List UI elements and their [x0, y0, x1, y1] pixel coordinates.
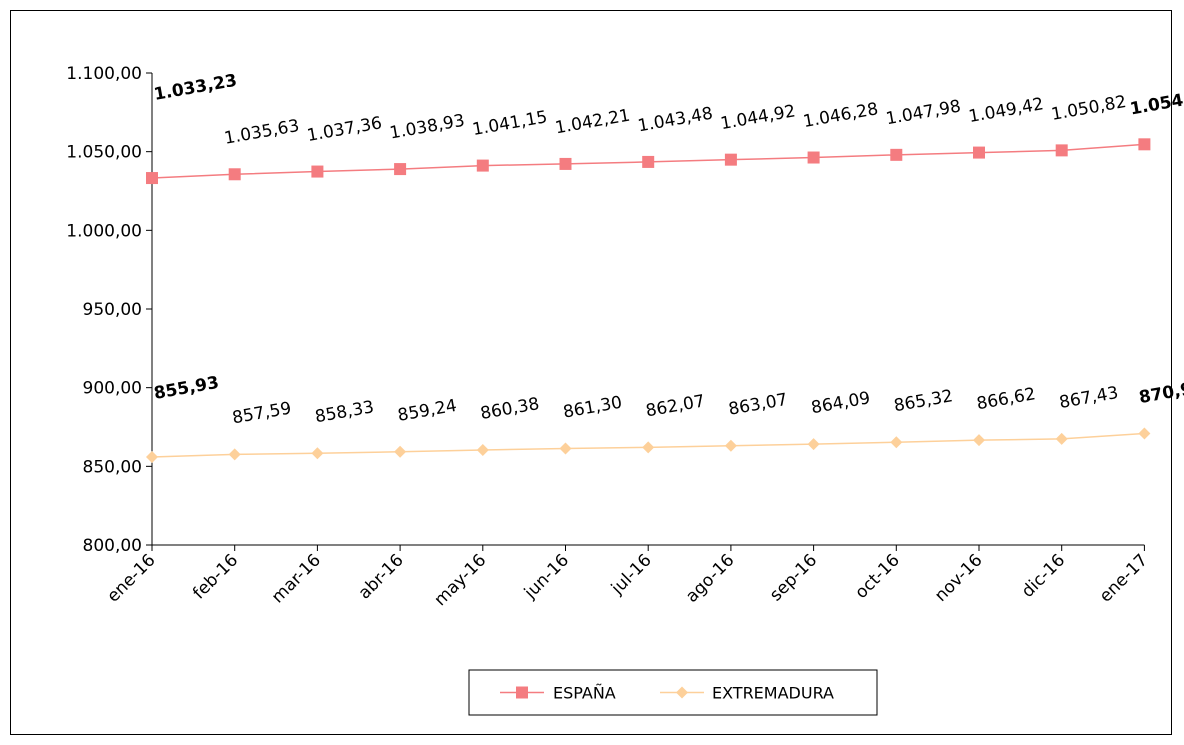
x-tick-label: abr-16	[355, 550, 408, 603]
data-point-espana	[146, 172, 158, 185]
legend-label-espana: ESPAÑA	[553, 684, 616, 703]
data-label-extremadura: 859,24	[396, 396, 458, 426]
data-label-espana: 1.038,93	[388, 111, 466, 144]
y-tick-label: 1.100,00	[66, 64, 142, 84]
data-point-espana	[311, 165, 324, 178]
x-tick-label: ene-16	[103, 550, 159, 606]
x-tick-label: jul-16	[607, 550, 656, 599]
x-tick-label: mar-16	[268, 550, 325, 607]
data-label-espana: 1.043,48	[636, 104, 714, 137]
data-label-espana: 1.037,36	[306, 113, 384, 146]
data-point-extremadura	[973, 434, 985, 447]
data-label-extremadura: 864,09	[810, 388, 872, 418]
data-label-espana: 1.041,15	[471, 107, 549, 140]
data-label-espana: 1.044,92	[719, 101, 797, 134]
y-tick-label: 1.000,00	[66, 221, 142, 241]
data-point-extremadura	[311, 447, 324, 460]
x-tick-label: oct-16	[851, 550, 903, 602]
legend-marker-extremadura	[676, 686, 688, 699]
data-label-espana: 1.054,67	[1128, 85, 1184, 119]
data-point-extremadura	[642, 441, 655, 454]
data-label-extremadura: 863,07	[727, 390, 789, 420]
data-label-extremadura: 862,07	[644, 391, 706, 421]
data-point-extremadura	[228, 448, 241, 461]
data-point-espana	[890, 148, 903, 161]
data-point-extremadura	[724, 439, 737, 452]
data-point-extremadura	[1055, 432, 1068, 445]
data-label-extremadura: 860,38	[479, 394, 541, 424]
x-tick-label: sep-16	[766, 550, 821, 605]
y-tick-label: 800,00	[83, 536, 142, 556]
y-tick-label: 950,00	[83, 300, 142, 320]
data-label-espana: 1.042,21	[554, 106, 632, 139]
data-point-espana	[1055, 144, 1068, 157]
data-point-extremadura	[890, 436, 903, 449]
data-label-espana: 1.033,23	[152, 71, 238, 105]
data-point-espana	[807, 151, 820, 164]
data-point-espana	[228, 168, 241, 181]
legend-marker-espana	[516, 686, 528, 699]
data-point-espana	[476, 159, 489, 172]
data-point-espana	[973, 146, 985, 159]
data-point-extremadura	[559, 442, 572, 455]
data-point-espana	[559, 157, 572, 170]
data-label-extremadura: 865,32	[892, 386, 954, 416]
data-point-extremadura	[476, 444, 489, 457]
y-tick-label: 1.050,00	[66, 143, 142, 163]
data-point-extremadura	[1138, 427, 1151, 440]
x-tick-label: nov-16	[931, 550, 987, 606]
data-point-espana	[724, 153, 737, 166]
data-label-extremadura: 858,33	[314, 397, 376, 427]
data-label-espana: 1.035,63	[223, 116, 301, 149]
x-tick-label: dic-16	[1018, 550, 1069, 601]
data-label-extremadura: 866,62	[975, 384, 1037, 414]
x-tick-label: ago-16	[682, 550, 738, 606]
data-point-extremadura	[807, 438, 820, 451]
data-label-extremadura: 870,90	[1137, 377, 1184, 408]
data-label-extremadura: 861,30	[562, 393, 624, 423]
data-point-espana	[1138, 138, 1151, 151]
data-label-espana: 1.046,28	[802, 99, 880, 132]
data-label-espana: 1.047,98	[884, 96, 962, 129]
data-point-espana	[394, 163, 407, 176]
data-label-extremadura: 857,59	[231, 398, 293, 428]
data-label-espana: 1.049,42	[967, 94, 1045, 127]
data-label-extremadura: 867,43	[1058, 383, 1120, 413]
x-tick-label: feb-16	[189, 550, 242, 603]
x-tick-label: ene-17	[1096, 550, 1152, 606]
y-tick-label: 850,00	[83, 457, 142, 477]
data-label-extremadura: 855,93	[152, 373, 220, 404]
legend-label-extremadura: EXTREMADURA	[712, 684, 834, 703]
data-point-extremadura	[146, 451, 158, 464]
data-point-espana	[642, 155, 655, 168]
x-tick-label: may-16	[431, 550, 491, 610]
x-tick-label: jun-16	[520, 550, 573, 603]
data-label-espana: 1.050,82	[1050, 92, 1128, 125]
y-tick-label: 900,00	[83, 379, 142, 399]
data-point-extremadura	[394, 445, 407, 458]
chart-frame	[10, 10, 1172, 735]
